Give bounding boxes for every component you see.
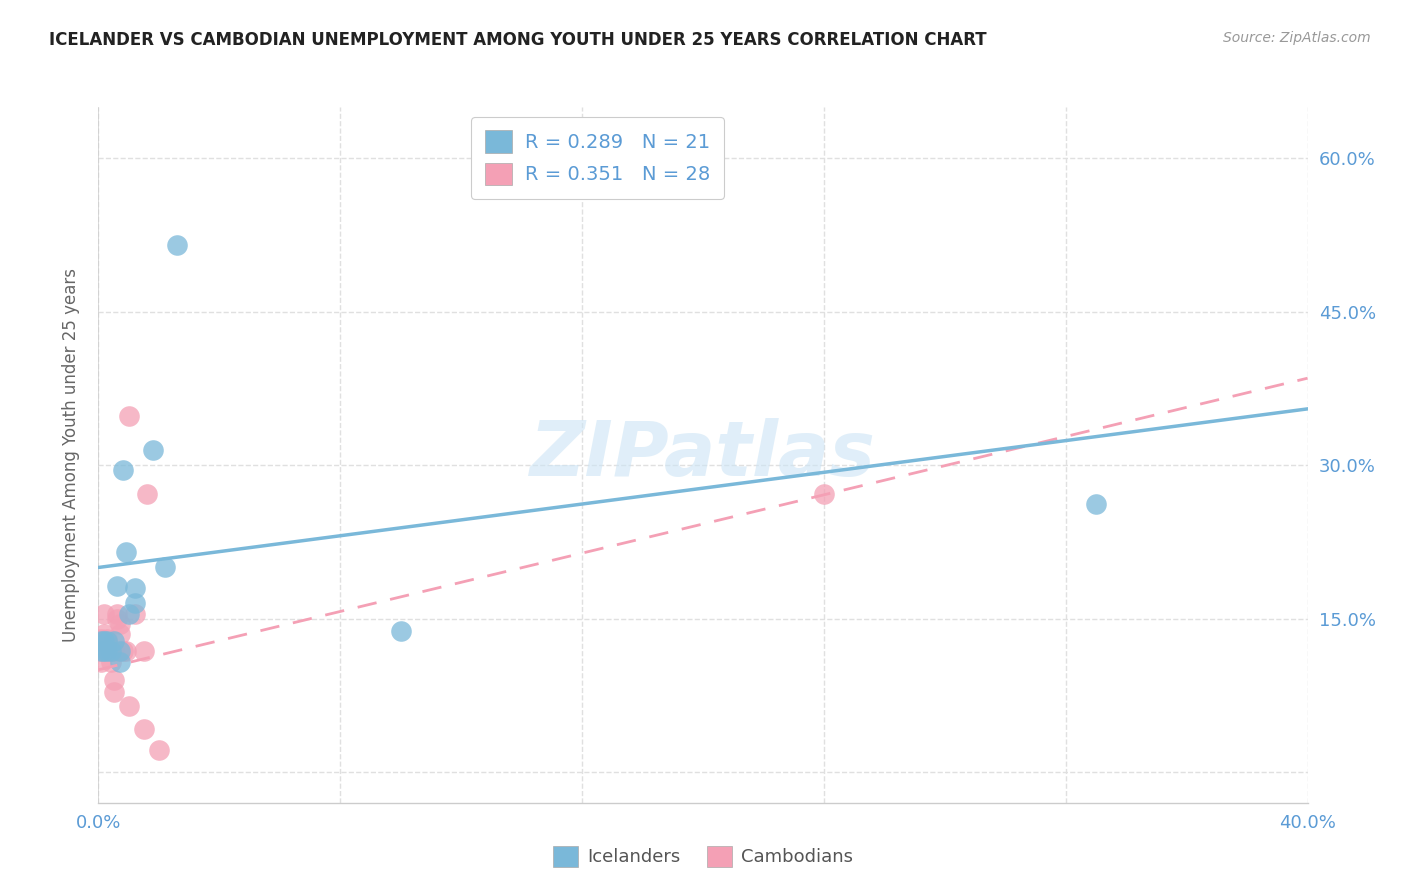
Point [103, 673, 125, 687]
Point [108, 627, 131, 641]
Text: Source: ZipAtlas.com: Source: ZipAtlas.com [1223, 31, 1371, 45]
Point [105, 579, 128, 593]
Point [96, 640, 118, 655]
Point [90, 637, 112, 651]
Point [135, 487, 157, 501]
Point [813, 487, 835, 501]
Point [118, 698, 141, 713]
Text: ICELANDER VS CAMBODIAN UNEMPLOYMENT AMONG YOUTH UNDER 25 YEARS CORRELATION CHART: ICELANDER VS CAMBODIAN UNEMPLOYMENT AMON… [49, 31, 987, 49]
Point [90, 644, 112, 658]
Point [93, 634, 115, 648]
Point [103, 644, 125, 658]
Point [105, 612, 128, 626]
Point [90, 644, 112, 658]
Point [111, 463, 134, 477]
Point [124, 607, 146, 621]
Point [132, 644, 155, 658]
Point [108, 616, 131, 631]
Point [103, 685, 125, 699]
Point [100, 644, 122, 658]
Point [1085, 497, 1108, 511]
Point [93, 634, 115, 648]
Point [96, 632, 118, 646]
Point [93, 644, 115, 658]
Point [90, 632, 112, 646]
Point [389, 624, 412, 638]
Point [96, 634, 118, 648]
Point [105, 607, 128, 621]
Point [103, 634, 125, 648]
Point [100, 655, 122, 669]
Point [142, 442, 165, 457]
Legend: Icelanders, Cambodians: Icelanders, Cambodians [546, 838, 860, 874]
Point [114, 545, 136, 559]
Point [100, 644, 122, 658]
Point [111, 644, 134, 658]
Point [118, 409, 141, 423]
Point [114, 644, 136, 658]
Point [118, 607, 141, 621]
Point [148, 742, 170, 756]
Point [90, 655, 112, 669]
Point [166, 238, 188, 252]
Point [108, 644, 131, 658]
Point [124, 596, 146, 610]
Point [96, 644, 118, 658]
Point [153, 560, 176, 574]
Point [90, 634, 112, 648]
Text: ZIPatlas: ZIPatlas [530, 418, 876, 491]
Point [124, 581, 146, 595]
Y-axis label: Unemployment Among Youth under 25 years: Unemployment Among Youth under 25 years [62, 268, 80, 642]
Point [132, 722, 155, 736]
Point [108, 655, 131, 669]
Point [93, 627, 115, 641]
Point [93, 607, 115, 621]
